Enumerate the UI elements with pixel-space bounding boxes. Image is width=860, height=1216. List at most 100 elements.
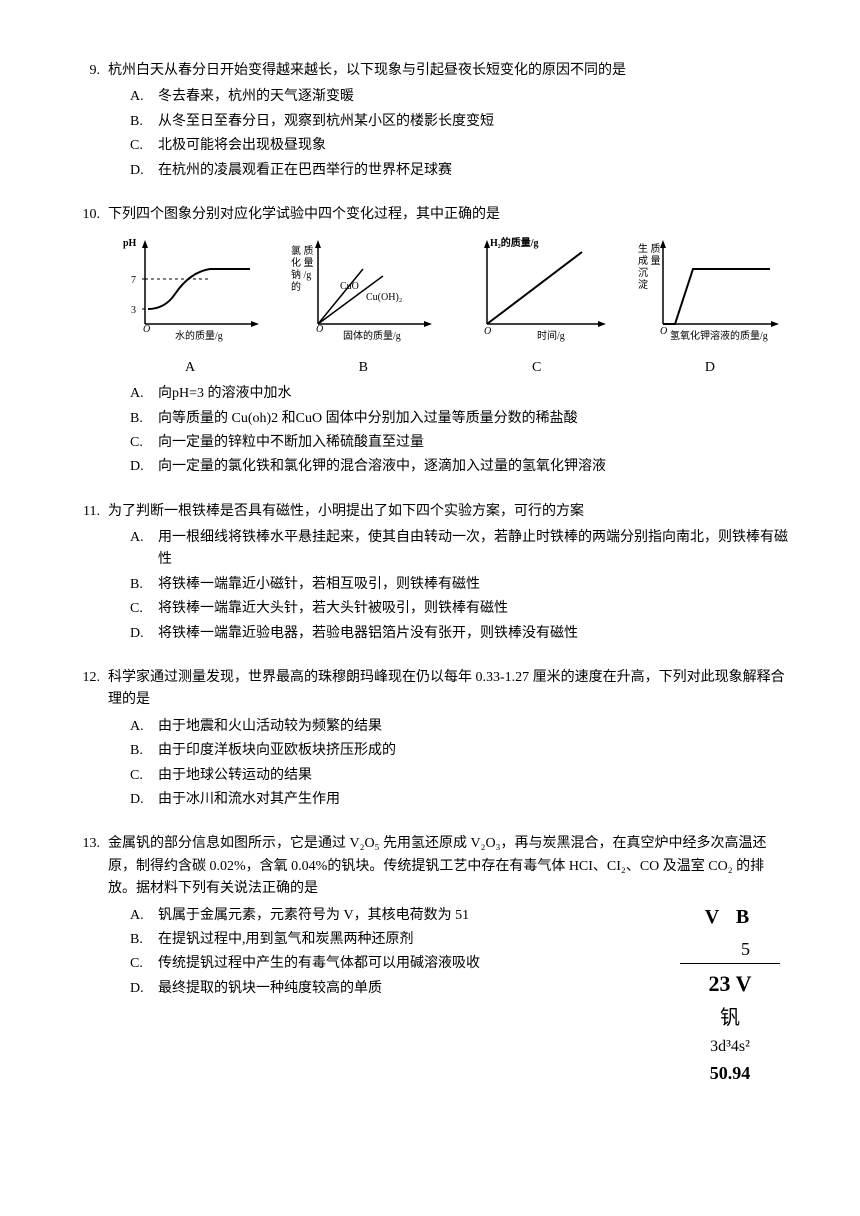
opt-text: 向一定量的锌粒中不断加入稀硫酸直至过量: [158, 432, 790, 454]
q13-text: 金属钒的部分信息如图所示，它是通过 V₂O₅ 先用氢还原成 V₂O₃，再与炭黑混…: [108, 833, 790, 900]
opt-label: B.: [130, 111, 158, 133]
q13-stem: 13. 金属钒的部分信息如图所示，它是通过 V₂O₅ 先用氢还原成 V₂O₃，再…: [70, 833, 790, 900]
chart-letter-d: D: [630, 357, 790, 379]
opt-text: 将铁棒一端靠近小磁针，若相互吸引，则铁棒有磁性: [158, 574, 790, 596]
q9-text: 杭州白天从春分日开始变得越来越长，以下现象与引起昼夜长短变化的原因不同的是: [108, 60, 790, 82]
opt-text: 由于印度洋板块向亚欧板块挤压形成的: [158, 740, 790, 762]
q12-text: 科学家通过测量发现，世界最高的珠穆朗玛峰现在仍以每年 0.33-1.27 厘米的…: [108, 667, 790, 712]
q10-opt-c: C.向一定量的锌粒中不断加入稀硫酸直至过量: [130, 432, 790, 454]
q10-opt-a: A.向pH=3 的溶液中加水: [130, 383, 790, 405]
q9-stem: 9. 杭州白天从春分日开始变得越来越长，以下现象与引起昼夜长短变化的原因不同的是: [70, 60, 790, 82]
q13-opt-d: D.最终提取的钒块一种纯度较高的单质: [130, 978, 660, 1000]
q9-opt-d: D.在杭州的凌晨观看正在巴西举行的世界杯足球赛: [130, 160, 790, 182]
chart-a-xlabel: 水的质量/g: [175, 329, 223, 342]
svg-text:生 质: 生 质: [638, 242, 661, 255]
q11-text: 为了判断一根铁棒是否具有磁性，小明提出了如下四个实验方案，可行的方案: [108, 501, 790, 523]
opt-label: C.: [130, 135, 158, 157]
q12-opt-a: A.由于地震和火山活动较为频繁的结果: [130, 716, 790, 738]
question-13: 13. 金属钒的部分信息如图所示，它是通过 V₂O₅ 先用氢还原成 V₂O₃，再…: [70, 833, 790, 1088]
chart-c-ylabel: H₂的质量/g: [490, 236, 539, 249]
opt-text: 冬去春来，杭州的天气逐渐变暖: [158, 86, 790, 108]
chart-b-svg: 氯 质化 量钠 /g的 CuO Cu(OH)₂ O 固体的质量/g: [288, 234, 438, 344]
opt-label: C.: [130, 765, 158, 787]
chart-d-svg: 生 质成 量沉淀 O 氢氧化钾溶液的质量/g: [635, 234, 785, 344]
chart-letter-a: A: [110, 357, 270, 379]
opt-text: 用一根细线将铁棒水平悬挂起来，使其自由转动一次，若静止时铁棒的两端分别指向南北，…: [158, 527, 790, 572]
element-box: V B 5 23 V 钒 3d³4s² 50.94: [670, 901, 790, 1088]
opt-text: 由于地震和火山活动较为频繁的结果: [158, 716, 790, 738]
opt-text: 向等质量的 Cu(oh)2 和CuO 固体中分别加入过量等质量分数的稀盐酸: [158, 408, 790, 430]
q10-options: A.向pH=3 的溶液中加水 B.向等质量的 Cu(oh)2 和CuO 固体中分…: [130, 383, 790, 479]
opt-label: A.: [130, 905, 158, 927]
element-vb: V B: [670, 901, 790, 933]
q10-text: 下列四个图象分别对应化学试验中四个变化过程，其中正确的是: [108, 204, 790, 226]
q9-opt-a: A.冬去春来，杭州的天气逐渐变暖: [130, 86, 790, 108]
opt-label: B.: [130, 574, 158, 596]
q11-stem: 11. 为了判断一根铁棒是否具有磁性，小明提出了如下四个实验方案，可行的方案: [70, 501, 790, 523]
opt-label: A.: [130, 86, 158, 108]
opt-label: D.: [130, 789, 158, 811]
opt-label: A.: [130, 716, 158, 738]
q10-charts: pH 7 3 O 水的质量/g 氯 质化 量钠 /g的 CuO: [110, 234, 790, 352]
chart-a-svg: pH 7 3 O 水的质量/g: [115, 234, 265, 344]
chart-letter-c: C: [457, 357, 617, 379]
q11-opt-a: A.用一根细线将铁棒水平悬挂起来，使其自由转动一次，若静止时铁棒的两端分别指向南…: [130, 527, 790, 572]
q12-number: 12.: [70, 667, 108, 689]
q9-opt-b: B.从冬至日至春分日，观察到杭州某小区的楼影长度变短: [130, 111, 790, 133]
opt-text: 钒属于金属元素，元素符号为 V，其核电荷数为 51: [158, 905, 660, 927]
opt-text: 向pH=3 的溶液中加水: [158, 383, 790, 405]
chart-d: 生 质成 量沉淀 O 氢氧化钾溶液的质量/g: [630, 234, 790, 352]
svg-text:氯 质: 氯 质: [291, 244, 314, 257]
q11-opt-d: D.将铁棒一端靠近验电器，若验电器铝箔片没有张开，则铁棒没有磁性: [130, 623, 790, 645]
q9-number: 9.: [70, 60, 108, 82]
q13-opt-b: B.在提钒过程中,用到氢气和炭黑两种还原剂: [130, 929, 660, 951]
q12-opt-d: D.由于冰川和流水对其产生作用: [130, 789, 790, 811]
chart-a-ylabel: pH: [123, 238, 137, 249]
svg-text:O: O: [143, 324, 150, 335]
question-12: 12. 科学家通过测量发现，世界最高的珠穆朗玛峰现在仍以每年 0.33-1.27…: [70, 667, 790, 811]
chart-c: H₂的质量/g O 时间/g: [457, 234, 617, 352]
chart-a-y7: 7: [131, 275, 136, 286]
svg-text:O: O: [660, 326, 667, 337]
opt-label: D.: [130, 623, 158, 645]
opt-text: 从冬至日至春分日，观察到杭州某小区的楼影长度变短: [158, 111, 790, 133]
question-9: 9. 杭州白天从春分日开始变得越来越长，以下现象与引起昼夜长短变化的原因不同的是…: [70, 60, 790, 182]
opt-text: 由于地球公转运动的结果: [158, 765, 790, 787]
chart-letter-b: B: [283, 357, 443, 379]
q10-stem: 10. 下列四个图象分别对应化学试验中四个变化过程，其中正确的是: [70, 204, 790, 226]
question-10: 10. 下列四个图象分别对应化学试验中四个变化过程，其中正确的是 pH 7 3 …: [70, 204, 790, 479]
q10-number: 10.: [70, 204, 108, 226]
opt-text: 将铁棒一端靠近验电器，若验电器铝箔片没有张开，则铁棒没有磁性: [158, 623, 790, 645]
element-config: 3d³4s²: [670, 1034, 790, 1060]
svg-text:成 量: 成 量: [638, 255, 661, 267]
opt-label: A.: [130, 383, 158, 405]
opt-text: 北极可能将会出现极昼现象: [158, 135, 790, 157]
opt-text: 由于冰川和流水对其产生作用: [158, 789, 790, 811]
opt-text: 在杭州的凌晨观看正在巴西举行的世界杯足球赛: [158, 160, 790, 182]
element-name: 钒: [670, 1002, 790, 1034]
opt-label: D.: [130, 978, 158, 1000]
svg-text:钠 /g: 钠 /g: [291, 268, 311, 281]
element-5: 5: [680, 935, 780, 965]
q9-opt-c: C.北极可能将会出现极昼现象: [130, 135, 790, 157]
q12-options: A.由于地震和火山活动较为频繁的结果 B.由于印度洋板块向亚欧板块挤压形成的 C…: [130, 716, 790, 812]
q12-opt-b: B.由于印度洋板块向亚欧板块挤压形成的: [130, 740, 790, 762]
q10-opt-d: D.向一定量的氯化铁和氯化钾的混合溶液中，逐滴加入过量的氢氧化钾溶液: [130, 456, 790, 478]
chart-b-l2: Cu(OH)₂: [366, 292, 402, 303]
q11-opt-b: B.将铁棒一端靠近小磁针，若相互吸引，则铁棒有磁性: [130, 574, 790, 596]
q13-number: 13.: [70, 833, 108, 855]
q12-stem: 12. 科学家通过测量发现，世界最高的珠穆朗玛峰现在仍以每年 0.33-1.27…: [70, 667, 790, 712]
q13-opt-c: C.传统提钒过程中产生的有毒气体都可以用碱溶液吸收: [130, 953, 660, 975]
element-23v: 23 V: [670, 966, 790, 1001]
chart-a: pH 7 3 O 水的质量/g: [110, 234, 270, 352]
chart-d-xlabel: 氢氧化钾溶液的质量/g: [670, 329, 768, 342]
chart-c-svg: H₂的质量/g O 时间/g: [462, 234, 612, 344]
opt-text: 传统提钒过程中产生的有毒气体都可以用碱溶液吸收: [158, 953, 660, 975]
q11-number: 11.: [70, 501, 108, 523]
q13-opt-a: A.钒属于金属元素，元素符号为 V，其核电荷数为 51: [130, 905, 660, 927]
q11-opt-c: C.将铁棒一端靠近大头针，若大头针被吸引，则铁棒有磁性: [130, 598, 790, 620]
chart-a-y3: 3: [131, 305, 136, 316]
q9-options: A.冬去春来，杭州的天气逐渐变暖 B.从冬至日至春分日，观察到杭州某小区的楼影长…: [130, 86, 790, 182]
svg-text:O: O: [484, 326, 491, 337]
element-mass: 50.94: [670, 1059, 790, 1088]
